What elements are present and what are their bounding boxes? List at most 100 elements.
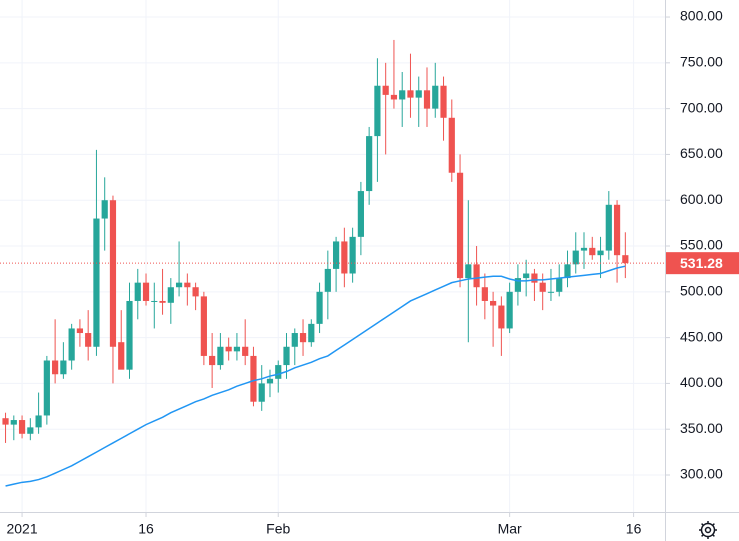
candle-body (299, 333, 307, 343)
grid (0, 0, 665, 512)
candle-body (52, 360, 59, 375)
candle-body (324, 268, 331, 292)
candle-body (490, 300, 497, 306)
candle-body (382, 85, 389, 95)
candle-body (399, 90, 406, 100)
candle-body (572, 250, 579, 265)
candle-body (332, 241, 340, 269)
y-tick-label: 500.00 (680, 283, 723, 299)
y-tick-label: 600.00 (680, 191, 723, 207)
candle-body (242, 346, 249, 356)
candle-body (531, 273, 538, 283)
candle-body (217, 346, 224, 366)
candle-body (523, 273, 530, 279)
candle-body (613, 204, 621, 256)
candle-body (275, 365, 282, 379)
candle-body (225, 346, 232, 352)
candle-body (308, 323, 315, 343)
candle-body (423, 90, 431, 109)
last-price-box (666, 252, 739, 275)
candle-body (366, 136, 373, 192)
candle-body (564, 264, 571, 279)
candle-body (316, 291, 323, 324)
candle-body (60, 360, 67, 375)
candle-body (43, 360, 50, 416)
candle-body (506, 291, 513, 329)
x-tick-label: 2021 (6, 521, 37, 537)
candle-body (209, 355, 216, 366)
candle-body (126, 300, 133, 370)
x-tick-label: Mar (498, 521, 522, 537)
candle-body (151, 300, 158, 302)
axes: 300.00 350.00 400.00 450.00 500.00 550.00 600.… (6, 8, 739, 537)
x-tick-label: 16 (626, 521, 642, 537)
candle-body (456, 172, 464, 279)
candle-body (266, 378, 274, 384)
candle-body (167, 287, 174, 303)
candle-body (35, 415, 42, 428)
candle-body (341, 241, 348, 274)
candle-body (407, 90, 414, 98)
y-tick-label: 550.00 (680, 237, 723, 253)
candle-body (432, 85, 439, 109)
candle-body (200, 296, 207, 356)
candle-body (175, 282, 183, 288)
y-tick-label: 400.00 (680, 374, 723, 390)
candle-body (473, 264, 480, 288)
y-tick-label: 700.00 (680, 99, 723, 115)
candle-body (118, 342, 125, 370)
candle-body (2, 418, 9, 425)
candle-body (589, 247, 596, 256)
candle-body (27, 427, 34, 434)
y-tick-label: 300.00 (680, 466, 723, 482)
last-price-label: 531.28 (680, 255, 723, 271)
candle-body (68, 328, 75, 361)
y-tick-label: 350.00 (680, 420, 723, 436)
candle-body (192, 287, 199, 297)
candle-body (101, 200, 108, 219)
candle-body (283, 346, 290, 366)
candle-body (390, 94, 398, 100)
candle-body (134, 282, 141, 301)
y-tick-label: 800.00 (680, 8, 723, 24)
candle-body (374, 85, 381, 137)
candle-body (539, 282, 546, 292)
gear-teeth (699, 521, 717, 539)
y-tick-label: 450.00 (680, 328, 723, 344)
candle-body (498, 305, 505, 329)
candle-body (349, 236, 356, 274)
candle-body (481, 287, 488, 301)
moving-average (5, 265, 626, 487)
candle-body (250, 355, 257, 402)
candle-body (109, 200, 117, 347)
x-tick-label: Feb (266, 521, 290, 537)
candle-body (440, 85, 447, 118)
candle-body (10, 420, 17, 425)
settings-icon[interactable] (699, 521, 717, 539)
candle-body (448, 117, 455, 173)
candle-body (597, 250, 604, 256)
candle-body (556, 278, 563, 292)
candle-body (258, 383, 265, 402)
candle-body (184, 282, 191, 288)
candle-body (85, 333, 92, 347)
candle-body (514, 278, 522, 292)
candle-body (93, 218, 100, 347)
candle-body (76, 328, 84, 334)
plot-area (0, 39, 665, 487)
x-tick-label: 16 (138, 521, 154, 537)
candle-body (415, 90, 422, 98)
candle-body (605, 204, 612, 251)
gear-center (704, 526, 712, 534)
candle-body (465, 264, 472, 279)
candle-body (233, 346, 241, 352)
y-tick-label: 750.00 (680, 54, 723, 70)
candle-body (622, 255, 629, 264)
candle-body (159, 300, 166, 303)
candle-body (580, 247, 588, 251)
candle-body (142, 282, 150, 301)
y-tick-label: 650.00 (680, 145, 723, 161)
candle-body (18, 420, 26, 434)
candle-body (357, 191, 364, 237)
